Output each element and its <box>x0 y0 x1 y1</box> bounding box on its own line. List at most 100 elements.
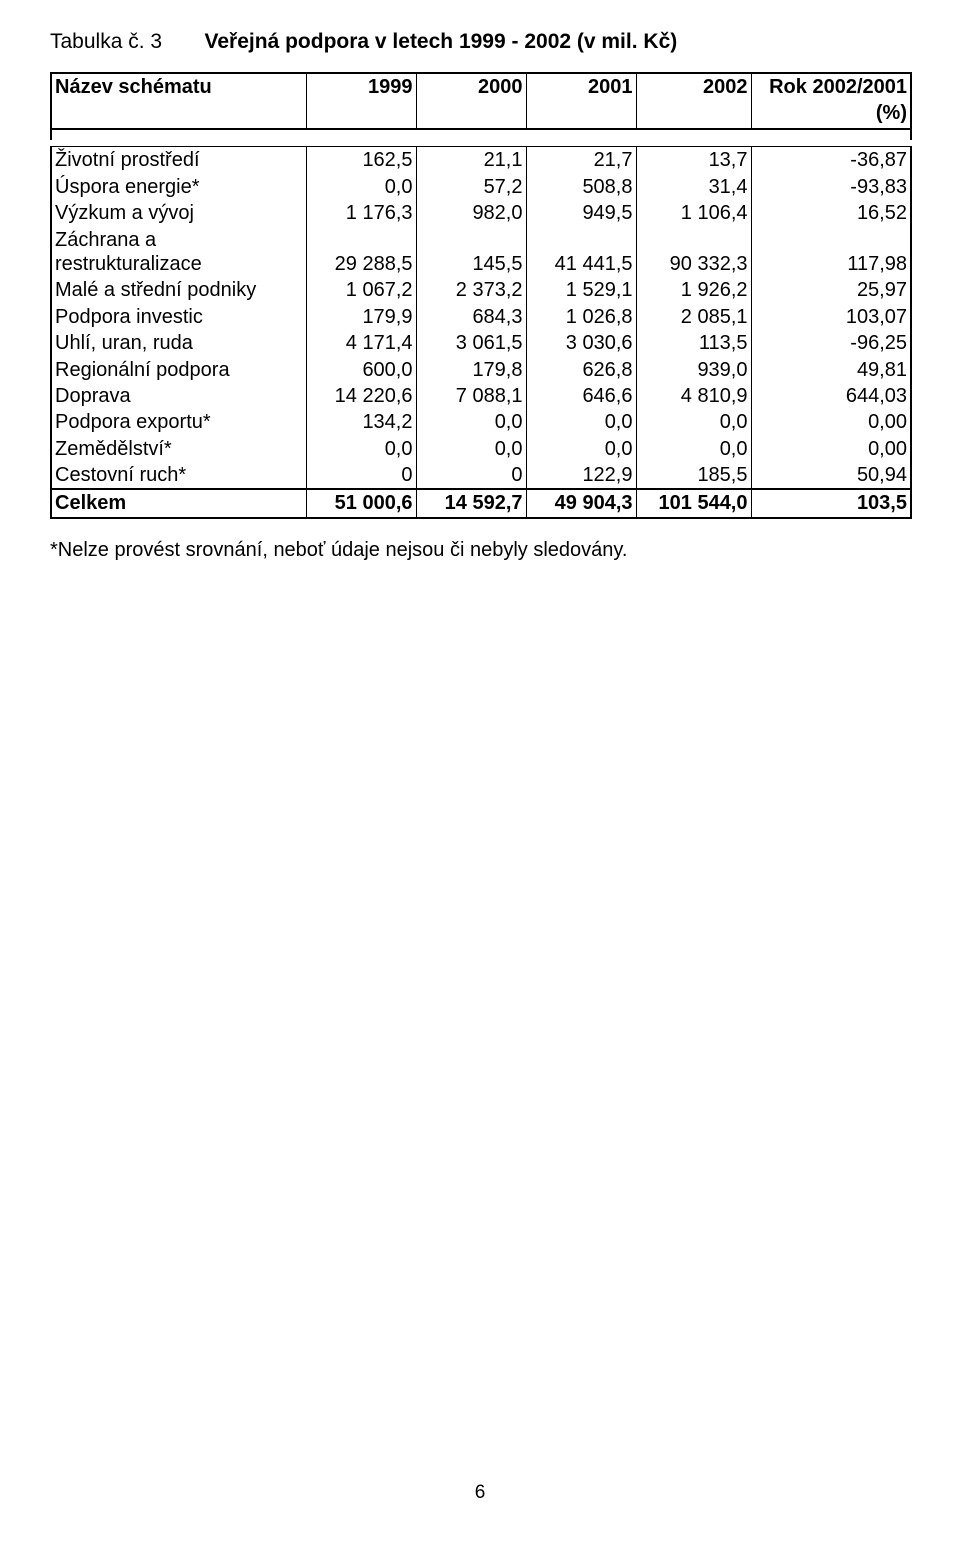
total-value-cell: 103,5 <box>751 489 911 517</box>
col-name-header-empty <box>51 100 306 129</box>
row-value-cell: 13,7 <box>636 147 751 174</box>
row-name-cell: Podpora investic <box>51 304 306 330</box>
gap-row <box>51 129 911 140</box>
row-value-cell: 113,5 <box>636 330 751 356</box>
total-value-cell: 49 904,3 <box>526 489 636 517</box>
row-value-cell: 21,7 <box>526 147 636 174</box>
row-value-cell: 1 926,2 <box>636 277 751 303</box>
row-value-cell: 49,81 <box>751 357 911 383</box>
table-row: Uhlí, uran, ruda4 171,43 061,53 030,6113… <box>51 330 911 356</box>
row-value-cell: 31,4 <box>636 174 751 200</box>
header-row-1: Název schématu 1999 2000 2001 2002 Rok 2… <box>51 73 911 100</box>
col-name-header: Název schématu <box>51 73 306 100</box>
title-row: Tabulka č. 3 Veřejná podpora v letech 19… <box>50 30 910 54</box>
table-title: Veřejná podpora v letech 1999 - 2002 (v … <box>205 30 678 54</box>
table-row: Životní prostředí162,521,121,713,7-36,87 <box>51 147 911 174</box>
row-name-cell: Záchrana a restrukturalizace <box>51 227 306 278</box>
row-name-cell: Podpora exportu* <box>51 409 306 435</box>
row-name-cell: Regionální podpora <box>51 357 306 383</box>
row-value-cell: 21,1 <box>416 147 526 174</box>
row-value-cell: 57,2 <box>416 174 526 200</box>
row-value-cell: 41 441,5 <box>526 227 636 278</box>
table-row: Podpora investic179,9684,31 026,82 085,1… <box>51 304 911 330</box>
row-value-cell: 7 088,1 <box>416 383 526 409</box>
row-value-cell: -93,83 <box>751 174 911 200</box>
row-name-cell: Životní prostředí <box>51 147 306 174</box>
col-2001-header: 2001 <box>526 73 636 100</box>
row-value-cell: 0,0 <box>306 436 416 462</box>
col-2002-header-empty <box>636 100 751 129</box>
table-row: Cestovní ruch*00122,9185,550,94 <box>51 462 911 489</box>
total-value-cell: 14 592,7 <box>416 489 526 517</box>
col-1999-header-empty <box>306 100 416 129</box>
row-value-cell: 4 171,4 <box>306 330 416 356</box>
data-table: Název schématu 1999 2000 2001 2002 Rok 2… <box>50 72 912 519</box>
row-value-cell: 2 373,2 <box>416 277 526 303</box>
row-value-cell: 134,2 <box>306 409 416 435</box>
table-row: Záchrana a restrukturalizace29 288,5145,… <box>51 227 911 278</box>
row-value-cell: 0,0 <box>416 409 526 435</box>
table-row: Doprava14 220,67 088,1646,64 810,9644,03 <box>51 383 911 409</box>
row-value-cell: 3 030,6 <box>526 330 636 356</box>
row-value-cell: 626,8 <box>526 357 636 383</box>
row-value-cell: 1 529,1 <box>526 277 636 303</box>
row-value-cell: 0,0 <box>306 174 416 200</box>
row-value-cell: 16,52 <box>751 200 911 226</box>
total-row: Celkem51 000,614 592,749 904,3101 544,01… <box>51 489 911 517</box>
row-value-cell: 4 810,9 <box>636 383 751 409</box>
row-name-cell: Uhlí, uran, ruda <box>51 330 306 356</box>
row-value-cell: 982,0 <box>416 200 526 226</box>
row-value-cell: 29 288,5 <box>306 227 416 278</box>
row-value-cell: 600,0 <box>306 357 416 383</box>
row-value-cell: 0 <box>416 462 526 489</box>
col-1999-header: 1999 <box>306 73 416 100</box>
table-row: Úspora energie*0,057,2508,831,4-93,83 <box>51 174 911 200</box>
row-value-cell: 949,5 <box>526 200 636 226</box>
row-value-cell: 1 067,2 <box>306 277 416 303</box>
row-value-cell: 179,9 <box>306 304 416 330</box>
row-value-cell: 0,0 <box>636 436 751 462</box>
row-value-cell: 508,8 <box>526 174 636 200</box>
row-name-cell: Zemědělství* <box>51 436 306 462</box>
total-value-cell: 101 544,0 <box>636 489 751 517</box>
row-value-cell: 122,9 <box>526 462 636 489</box>
row-name-cell: Doprava <box>51 383 306 409</box>
row-name-cell: Výzkum a vývoj <box>51 200 306 226</box>
table-label: Tabulka č. 3 <box>50 30 162 54</box>
total-name-cell: Celkem <box>51 489 306 517</box>
col-ratio-pct-header: (%) <box>751 100 911 129</box>
col-2000-header: 2000 <box>416 73 526 100</box>
table-row: Podpora exportu*134,20,00,00,00,00 <box>51 409 911 435</box>
row-value-cell: 14 220,6 <box>306 383 416 409</box>
total-value-cell: 51 000,6 <box>306 489 416 517</box>
row-value-cell: 0 <box>306 462 416 489</box>
row-value-cell: 25,97 <box>751 277 911 303</box>
row-name-cell: Úspora energie* <box>51 174 306 200</box>
row-value-cell: 646,6 <box>526 383 636 409</box>
row-value-cell: 1 026,8 <box>526 304 636 330</box>
row-value-cell: 90 332,3 <box>636 227 751 278</box>
row-value-cell: 145,5 <box>416 227 526 278</box>
row-value-cell: 162,5 <box>306 147 416 174</box>
col-ratio-header: Rok 2002/2001 <box>751 73 911 100</box>
row-value-cell: 939,0 <box>636 357 751 383</box>
row-value-cell: 1 176,3 <box>306 200 416 226</box>
table-row: Regionální podpora600,0179,8626,8939,049… <box>51 357 911 383</box>
row-value-cell: 0,0 <box>416 436 526 462</box>
row-value-cell: 1 106,4 <box>636 200 751 226</box>
row-value-cell: 0,0 <box>526 409 636 435</box>
table-row: Malé a střední podniky1 067,22 373,21 52… <box>51 277 911 303</box>
row-value-cell: 0,0 <box>526 436 636 462</box>
footnote: *Nelze provést srovnání, neboť údaje nej… <box>50 539 910 562</box>
row-value-cell: 117,98 <box>751 227 911 278</box>
row-value-cell: 50,94 <box>751 462 911 489</box>
col-2000-header-empty <box>416 100 526 129</box>
row-value-cell: 644,03 <box>751 383 911 409</box>
row-value-cell: 0,0 <box>636 409 751 435</box>
col-2001-header-empty <box>526 100 636 129</box>
row-value-cell: 0,00 <box>751 436 911 462</box>
table-body: Životní prostředí162,521,121,713,7-36,87… <box>51 129 911 517</box>
row-name-cell: Malé a střední podniky <box>51 277 306 303</box>
row-value-cell: -96,25 <box>751 330 911 356</box>
header-row-2: (%) <box>51 100 911 129</box>
